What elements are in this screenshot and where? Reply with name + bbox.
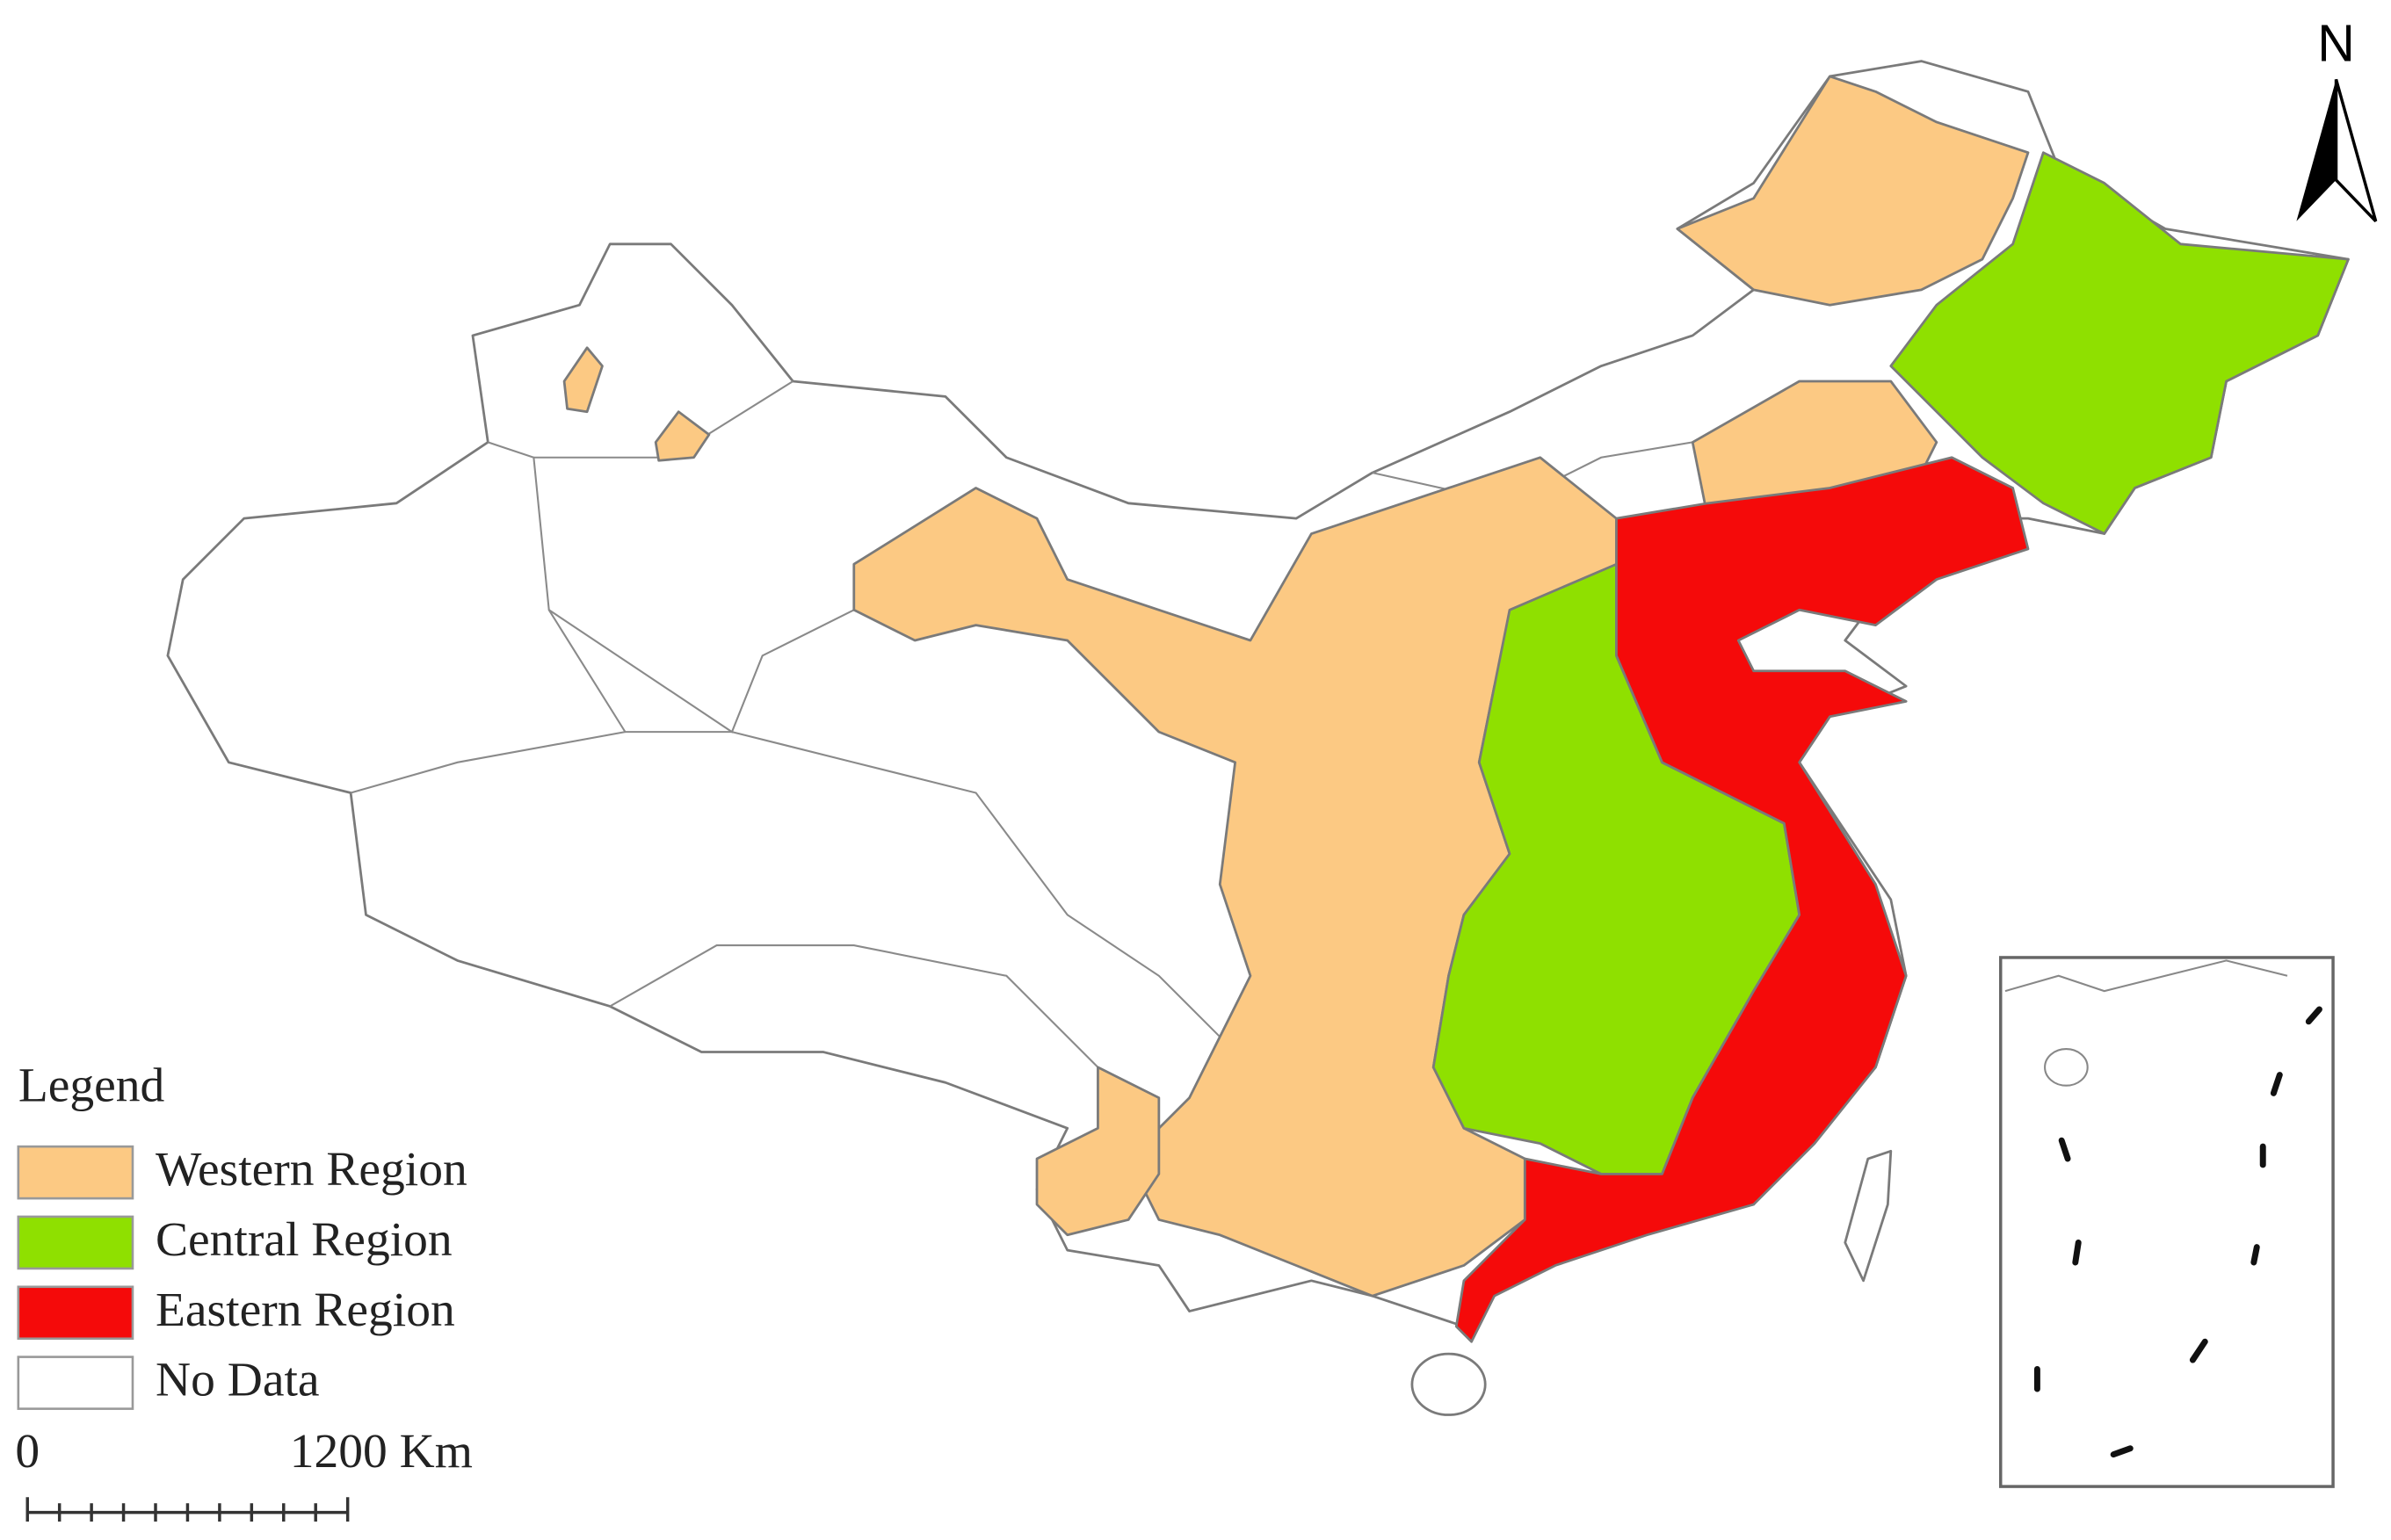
inset-dashes — [2033, 1006, 2322, 1458]
island-hainan — [1410, 1352, 1487, 1416]
region-western — [654, 410, 711, 462]
legend-label: Central Region — [156, 1213, 453, 1267]
scale-end: 1200 Km — [290, 1425, 473, 1479]
legend-label: Western Region — [156, 1143, 467, 1197]
north-label: N — [2317, 15, 2355, 73]
legend-swatch — [17, 1145, 134, 1200]
legend: Western Region Central Region Eastern Regi… — [17, 1143, 467, 1410]
region-western — [562, 346, 604, 414]
scale-start: 0 — [15, 1425, 40, 1479]
inset-coast — [2004, 959, 2288, 1087]
scale-bar — [25, 1497, 350, 1522]
region-central — [1889, 151, 2350, 535]
inset-frame — [1999, 956, 2335, 1488]
legend-title: Legend — [18, 1059, 165, 1113]
north-arrow-right — [2334, 78, 2378, 222]
legend-label: Eastern Region — [156, 1283, 455, 1337]
legend-swatch — [17, 1285, 134, 1341]
region-western — [1676, 75, 2030, 307]
legend-swatch — [17, 1215, 134, 1270]
legend-label: No Data — [156, 1354, 320, 1407]
region-eastern — [1454, 456, 2030, 1343]
island-taiwan — [1844, 1149, 1893, 1283]
legend-swatch — [17, 1356, 134, 1410]
region-western — [852, 456, 1618, 1298]
north-arrow-left — [2296, 79, 2337, 221]
region-western — [1035, 1066, 1161, 1237]
